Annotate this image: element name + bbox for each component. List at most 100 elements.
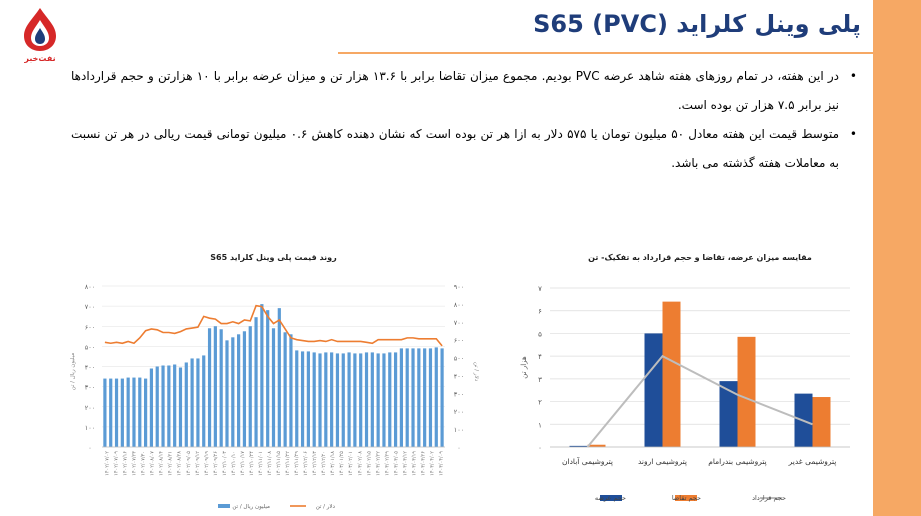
price-rial-bar — [190, 358, 194, 447]
right-y-tick-label: ۸۰۰ — [454, 301, 464, 309]
price-rial-bar — [330, 352, 334, 447]
y-tick-label: ۴ — [538, 353, 542, 361]
legend-swatch — [675, 495, 697, 501]
x-tick-label: ۱۴۰۲/۰۸/۱۴ — [159, 451, 165, 476]
bar-demand — [737, 336, 756, 447]
summary-text: متوسط قیمت این هفته معادل ۵۰ میلیون توما… — [71, 127, 840, 170]
x-tick-label: پتروشیمی آبادان — [562, 456, 613, 466]
price-rial-bar — [341, 353, 345, 447]
x-tick-label: ۱۴۰۲/۰۸/۲۱ — [168, 451, 174, 476]
legend-label: دلار / تن — [316, 504, 336, 510]
summary-item: • متوسط قیمت این هفته معادل ۵۰ میلیون تو… — [71, 120, 861, 178]
price-rial-bar — [161, 365, 165, 447]
right-y-tick-label: ۳۰۰ — [454, 390, 464, 398]
price-rial-bar — [266, 310, 270, 447]
left-y-tick-label: ۷۰۰ — [85, 303, 95, 311]
left-y-tick-label: ۴۰۰ — [85, 364, 95, 372]
price-rial-bar — [283, 332, 287, 447]
y-tick-label: ۰ — [538, 444, 542, 452]
price-rial-bar — [237, 334, 241, 447]
x-tick-label: ۱۴۰۳/۰۳/۲۶ — [420, 451, 426, 476]
y-tick-label: ۶ — [538, 308, 542, 316]
y-tick-label: ۱ — [538, 421, 542, 429]
x-tick-label: ۱۴۰۳/۰۳/۰۵ — [393, 451, 399, 476]
right-y-tick-label: ۰ — [457, 444, 461, 452]
chart-title: مقایسه میزان عرضه، تقاضا و حجم قرارداد ب… — [588, 253, 812, 262]
x-tick-label: ۱۴۰۳/۰۳/۱۹ — [411, 451, 417, 476]
x-tick-label: ۱۴۰۳/۰۲/۲۹ — [384, 451, 390, 476]
supply-demand-chart: مقایسه میزان عرضه، تقاضا و حجم قرارداد ب… — [520, 253, 850, 502]
x-tick-label: ۱۴۰۲/۰۷/۲۳ — [132, 451, 138, 476]
price-rial-bar — [440, 348, 444, 447]
price-rial-bar — [388, 352, 392, 447]
x-tick-label: ۱۴۰۳/۰۱/۲۵ — [339, 451, 345, 476]
price-rial-bar — [405, 348, 409, 447]
y-tick-label: ۳ — [538, 376, 542, 384]
legend-label: حجم قرارداد — [752, 494, 786, 502]
right-y-tick-label: ۲۰۰ — [454, 408, 464, 416]
left-y-tick-label: ۱۰۰ — [85, 424, 95, 432]
price-rial-bar — [132, 377, 136, 447]
bar-demand — [662, 301, 681, 447]
bullet-icon: • — [849, 127, 857, 141]
price-rial-bar — [347, 352, 351, 447]
price-rial-bar — [207, 328, 212, 447]
title-divider — [338, 52, 873, 54]
company-logo: نفت‌خبر — [18, 6, 62, 64]
x-tick-label: ۱۴۰۳/۰۳/۱۲ — [402, 451, 408, 476]
price-rial-bar — [318, 353, 322, 447]
price-trend-chart: روند قیمت پلی وینل کلراید S65 ۰ ۱۰۰ ۲۰۰ ۳۰۰ ۴… — [70, 253, 479, 510]
price-rial-bar — [382, 353, 386, 447]
contract-volume-line — [586, 354, 813, 448]
y-tick-label: ۷ — [538, 285, 542, 293]
right-y-tick-label: ۴۰۰ — [454, 372, 464, 380]
price-rial-bar — [248, 326, 252, 447]
bar-demand — [812, 397, 831, 447]
bar-supply — [644, 333, 663, 447]
y-tick-label: ۲ — [538, 399, 542, 407]
x-tick-label: پتروشیمی غدیر — [788, 457, 837, 466]
price-rial-bar — [376, 353, 380, 447]
x-tick-label: ۱۴۰۳/۰۴/۰۹ — [438, 451, 444, 476]
x-tick-label: ۱۴۰۲/۰۷/۰۹ — [114, 451, 120, 476]
x-tick-label: ۱۴۰۲/۰۷/۰۲ — [105, 451, 111, 476]
price-rial-bar — [184, 362, 188, 447]
price-rial-bar — [144, 378, 148, 447]
price-rial-bar — [138, 377, 142, 447]
left-y-tick-label: ۲۰۰ — [85, 404, 95, 412]
legend-label: حجم عرضه — [595, 494, 626, 502]
left-y-tick-label: ۵۰۰ — [85, 343, 95, 351]
price-rial-bar — [393, 352, 398, 447]
price-rial-bar — [231, 337, 235, 447]
logo-icon: نفت‌خبر — [23, 8, 56, 63]
svg-text:نفت‌خبر: نفت‌خبر — [23, 54, 55, 63]
price-rial-bar — [324, 352, 328, 447]
x-tick-label: ۱۴۰۲/۰۹/۱۲ — [195, 451, 201, 476]
price-rial-bar — [399, 348, 403, 447]
left-y-tick-label: ۰ — [88, 444, 92, 452]
price-rial-bar — [434, 347, 438, 447]
price-rial-bar — [277, 308, 281, 447]
price-rial-bar — [289, 334, 293, 447]
summary-text: در این هفته، در تمام روزهای هفته شاهد عر… — [71, 69, 839, 112]
x-tick-label: ۱۴۰۲/۰۹/۰۵ — [186, 451, 192, 476]
price-rial-bar — [306, 351, 310, 447]
x-tick-label: ۱۴۰۲/۰۹/۲۶ — [213, 451, 219, 476]
left-y-tick-label: ۳۰۰ — [85, 384, 95, 392]
x-tick-label: ۱۴۰۲/۰۸/۲۸ — [177, 451, 183, 476]
side-accent-bar — [873, 0, 921, 516]
price-rial-bar — [353, 353, 357, 447]
bullet-icon: • — [849, 69, 857, 83]
legend-label: حجم تقاضا — [672, 494, 701, 502]
x-tick-label: ۱۴۰۲/۱۱/۲۲ — [285, 451, 291, 476]
x-tick-label: ۱۴۰۳/۰۱/۱۸ — [330, 451, 336, 476]
price-rial-bar — [260, 304, 264, 447]
x-tick-label: ۱۴۰۳/۰۲/۱۵ — [366, 451, 372, 476]
bar-demand — [587, 444, 606, 447]
x-tick-label: ۱۴۰۲/۰۷/۱۶ — [123, 451, 129, 476]
price-rial-bar — [167, 365, 171, 447]
price-rial-bar — [149, 368, 154, 447]
x-tick-label: ۱۴۰۳/۰۲/۰۸ — [357, 451, 363, 476]
bar-supply — [719, 381, 738, 447]
x-tick-label: ۱۴۰۲/۱۱/۰۸ — [267, 451, 273, 476]
